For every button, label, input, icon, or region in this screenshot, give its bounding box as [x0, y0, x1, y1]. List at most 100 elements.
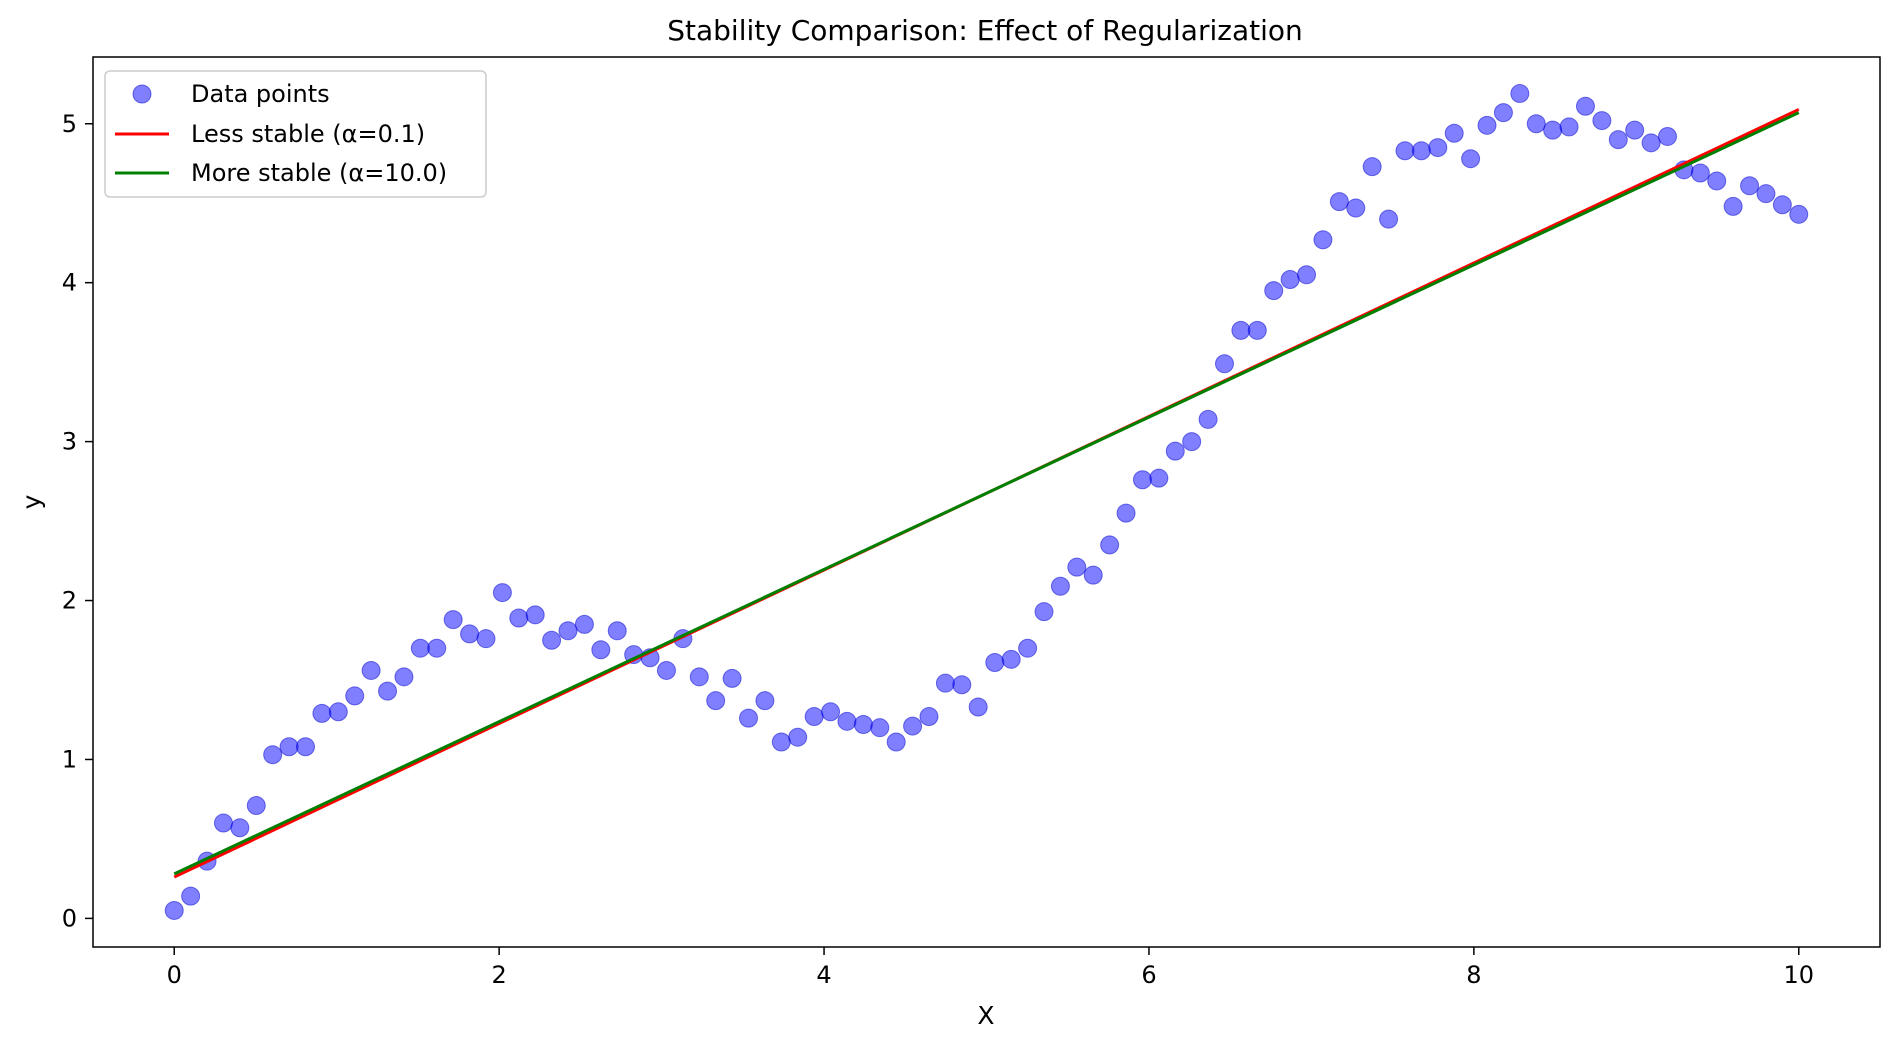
- data-point: [1132, 470, 1152, 490]
- data-point: [460, 624, 480, 644]
- y-tick-label: 3: [62, 428, 77, 456]
- data-point: [542, 630, 562, 650]
- data-point: [722, 668, 742, 688]
- data-point: [1215, 354, 1234, 374]
- data-point: [1231, 320, 1251, 340]
- data-point: [755, 691, 775, 711]
- y-axis-label: y: [17, 494, 46, 509]
- data-point: [312, 703, 332, 723]
- data-point: [1690, 163, 1710, 183]
- legend: Data points Less stable (α=0.1) More sta…: [104, 70, 487, 198]
- data-point: [345, 686, 365, 706]
- data-point: [1493, 103, 1513, 123]
- data-point: [1395, 141, 1415, 161]
- x-tick-label: 6: [1141, 961, 1156, 989]
- data-point: [1543, 120, 1563, 140]
- data-point: [1280, 270, 1300, 289]
- data-point: [1313, 230, 1333, 250]
- data-point: [771, 732, 791, 752]
- plot-area: [164, 84, 1809, 920]
- data-point: [1100, 535, 1120, 555]
- data-point: [1740, 176, 1760, 196]
- legend-marker-data-points: [132, 84, 152, 104]
- data-point: [607, 621, 627, 641]
- data-point: [1034, 602, 1054, 622]
- line-more-stable: [173, 111, 1800, 876]
- data-point: [295, 737, 315, 757]
- data-point: [821, 702, 841, 722]
- x-tick-label: 2: [491, 961, 506, 989]
- data-point: [1510, 84, 1530, 104]
- data-point: [1379, 209, 1399, 229]
- data-point: [903, 716, 923, 736]
- data-point: [886, 732, 906, 752]
- data-point: [1083, 565, 1103, 585]
- data-point: [427, 638, 447, 658]
- data-point: [1001, 649, 1021, 669]
- data-point: [968, 697, 988, 717]
- data-point: [1198, 409, 1218, 429]
- x-tick-label: 0: [167, 961, 182, 989]
- data-point: [1149, 468, 1169, 488]
- data-point: [1575, 96, 1595, 116]
- y-tick-label: 2: [62, 587, 77, 615]
- y-tick-label: 0: [62, 904, 77, 932]
- data-point: [263, 745, 283, 765]
- x-tick-label: 10: [1783, 961, 1814, 989]
- data-point: [689, 667, 709, 687]
- data-point: [1658, 126, 1678, 146]
- data-point: [492, 583, 512, 603]
- data-point: [656, 660, 676, 680]
- data-point: [1329, 192, 1349, 212]
- data-point: [574, 614, 594, 634]
- data-point: [870, 718, 890, 738]
- data-point: [1723, 196, 1743, 216]
- data-point: [378, 681, 398, 701]
- x-tick-label: 8: [1466, 961, 1481, 989]
- data-point: [985, 653, 1005, 673]
- y-tick-label: 1: [62, 745, 77, 773]
- legend-label-data-points: Data points: [191, 80, 330, 108]
- data-point: [919, 707, 939, 727]
- data-point: [1018, 638, 1038, 658]
- data-point: [739, 708, 758, 728]
- data-point: [1756, 184, 1776, 204]
- data-point: [706, 691, 726, 711]
- data-point: [1411, 141, 1431, 161]
- data-point: [853, 715, 873, 734]
- legend-box: [104, 70, 487, 198]
- data-point: [1165, 441, 1185, 461]
- data-point: [935, 673, 955, 693]
- data-point: [1789, 204, 1809, 224]
- data-point: [1050, 576, 1070, 596]
- data-point: [181, 886, 201, 906]
- y-tick-label: 4: [62, 269, 77, 297]
- y-tick-label: 5: [62, 110, 77, 138]
- data-point: [591, 640, 611, 660]
- data-point: [558, 621, 578, 641]
- data-point: [1625, 120, 1645, 140]
- data-point: [476, 629, 496, 649]
- chart-title: Stability Comparison: Effect of Regulari…: [667, 14, 1302, 47]
- data-point: [410, 638, 430, 658]
- data-point: [1641, 133, 1661, 153]
- data-point: [1461, 149, 1481, 169]
- data-point: [1346, 198, 1366, 218]
- data-point: [1477, 115, 1497, 135]
- data-point: [1707, 171, 1727, 191]
- data-point: [1608, 130, 1628, 150]
- data-point: [230, 818, 250, 838]
- data-point: [804, 707, 824, 727]
- data-point: [1264, 281, 1284, 301]
- data-point: [525, 605, 545, 625]
- data-point: [361, 660, 381, 680]
- data-point: [1772, 195, 1792, 215]
- legend-label-less-stable: Less stable (α=0.1): [191, 120, 425, 148]
- data-point: [164, 900, 184, 920]
- data-point: [1116, 503, 1136, 523]
- data-point: [1559, 117, 1579, 137]
- data-point: [788, 727, 808, 747]
- data-point: [1297, 265, 1317, 285]
- data-point: [443, 610, 463, 630]
